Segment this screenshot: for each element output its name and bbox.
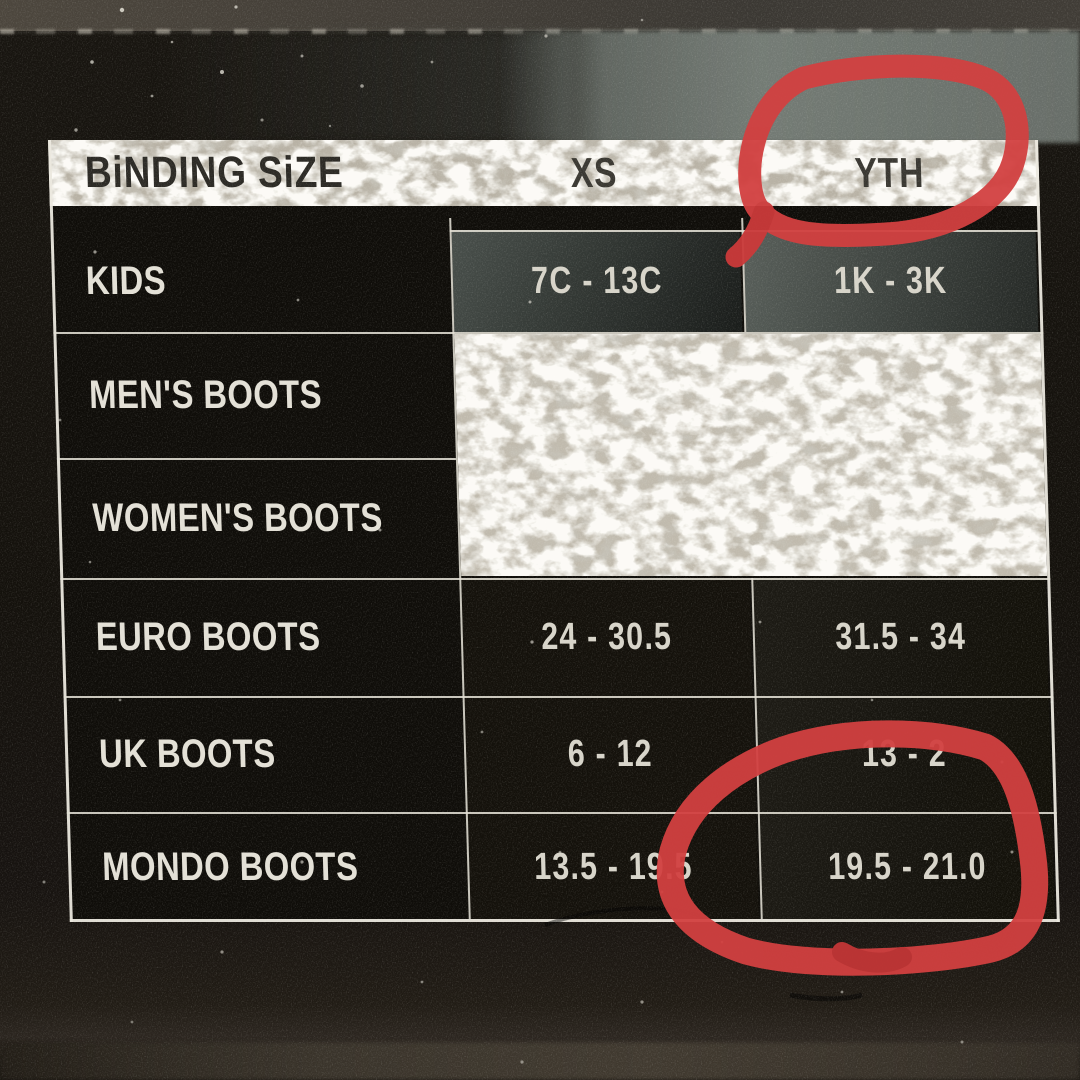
grid-line <box>69 919 1060 922</box>
box-bottom-edge <box>0 1042 1080 1080</box>
cell-mondo-yth: 19.5 - 21.0 <box>759 812 1055 922</box>
background-above-box <box>0 0 1080 31</box>
table-header-row: BiNDING SiZE XS YTH <box>48 140 1040 206</box>
cell-euro-yth: 31.5 - 34 <box>753 578 1049 696</box>
row-label-euro-boots: EURO BOOTS <box>95 614 322 659</box>
blank-cell-foil-texture <box>454 334 1048 576</box>
cell-uk-xs: 6 - 12 <box>464 696 756 812</box>
binding-size-chart-table: BiNDING SiZE XS YTH 7C - 13C 1K - 3K 24 … <box>48 140 1060 922</box>
cell-uk-yth: 13 - 2 <box>756 696 1052 812</box>
row-label-mondo-boots: MONDO BOOTS <box>101 844 359 889</box>
grid-line <box>60 578 1051 580</box>
row-label-kids: KIDS <box>85 258 167 303</box>
header-binding-size: BiNDING SiZE <box>84 148 345 197</box>
cell-kids-xs: 7C - 13C <box>451 230 743 332</box>
row-label-uk-boots: UK BOOTS <box>98 731 277 776</box>
row-label-womens-boots: WOMEN'S BOOTS <box>91 495 384 540</box>
glare-sheen-top-right <box>500 31 1080 143</box>
cell-euro-xs: 24 - 30.5 <box>461 578 753 696</box>
grid-line <box>66 812 1057 814</box>
header-col-xs: XS <box>570 149 618 196</box>
cell-kids-yth: 1K - 3K <box>743 230 1039 332</box>
grid-line <box>56 458 456 460</box>
row-label-mens-boots: MEN'S BOOTS <box>88 372 323 417</box>
grid-line <box>63 696 1054 698</box>
header-col-yth: YTH <box>853 149 925 196</box>
grid-line <box>449 230 1041 232</box>
grid-line <box>53 332 1044 334</box>
blank-cell-mens-womens-boots <box>454 334 1048 576</box>
cell-mondo-xs: 13.5 - 19.5 <box>467 812 759 922</box>
